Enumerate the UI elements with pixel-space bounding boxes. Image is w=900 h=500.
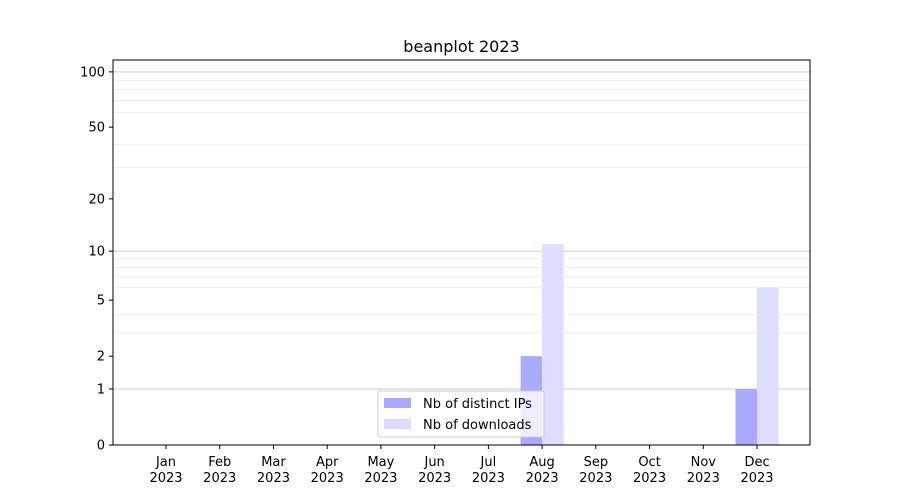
y-tick-label: 20	[88, 192, 105, 207]
x-tick-label: Nov 2023	[687, 455, 720, 486]
x-tick-label: Jan 2023	[149, 455, 182, 486]
x-tick-label-line: Nov	[691, 455, 717, 470]
x-tick-label-line: Jan	[155, 455, 176, 470]
legend-label: Nb of downloads	[423, 418, 532, 433]
y-tick-label: 50	[88, 121, 105, 136]
legend-label: Nb of distinct IPs	[423, 397, 532, 412]
x-tick-label-line: 2023	[740, 471, 773, 486]
x-tick-label: Mar 2023	[257, 455, 290, 486]
x-tick-label-line: 2023	[149, 471, 182, 486]
bar-downloads	[757, 287, 779, 445]
y-tick-label: 100	[80, 65, 105, 80]
x-tick-label: Feb 2023	[203, 455, 236, 486]
x-tick-label-line: Sep	[584, 455, 609, 470]
x-tick-label-line: Oct	[638, 455, 660, 470]
x-tick-label: Dec 2023	[740, 455, 773, 486]
x-tick-label: Apr 2023	[311, 455, 344, 486]
y-tick-label: 1	[97, 382, 105, 397]
y-tick-label: 5	[97, 294, 105, 309]
legend-swatch	[384, 419, 411, 429]
legend: Nb of distinct IPs Nb of downloads	[377, 390, 545, 438]
x-tick-label-line: 2023	[633, 471, 666, 486]
x-tick-label-line: 2023	[203, 471, 236, 486]
x-tick-label: Jun 2023	[418, 455, 451, 486]
x-tick-label-line: 2023	[364, 471, 397, 486]
x-tick-label-line: Jul	[480, 455, 497, 470]
x-tick-label-line: 2023	[418, 471, 451, 486]
x-tick-label: Oct 2023	[633, 455, 666, 486]
y-tick-label: 0	[97, 439, 105, 454]
x-tick-label-line: May	[367, 455, 394, 470]
legend-box	[377, 390, 545, 438]
chart-title: beanplot 2023	[403, 37, 519, 56]
x-tick-label-line: 2023	[579, 471, 612, 486]
x-tick-label: Aug 2023	[526, 455, 559, 486]
x-tick-label-line: 2023	[472, 471, 505, 486]
x-tick-label: May 2023	[364, 455, 397, 486]
x-tick-label-line: Dec	[744, 455, 769, 470]
x-tick-label-line: Mar	[261, 455, 286, 470]
x-tick-label: Sep 2023	[579, 455, 612, 486]
y-tick-label: 2	[97, 350, 105, 365]
y-tick-label: 10	[88, 245, 105, 260]
x-tick-label-line: 2023	[257, 471, 290, 486]
x-tick-label-line: 2023	[687, 471, 720, 486]
plot-frame	[112, 59, 811, 446]
x-tick-label: Jul 2023	[472, 455, 505, 486]
x-tick-label-line: 2023	[311, 471, 344, 486]
bar-distinct-ips	[735, 388, 758, 445]
x-tick-label-line: Jun	[423, 455, 444, 470]
x-tick-label-line: 2023	[526, 471, 559, 486]
x-tick-label-line: Apr	[316, 455, 339, 470]
x-tick-label-line: Feb	[208, 455, 231, 470]
bar-downloads	[542, 244, 564, 445]
legend-swatch	[384, 398, 411, 408]
x-tick-label-line: Aug	[529, 455, 554, 470]
